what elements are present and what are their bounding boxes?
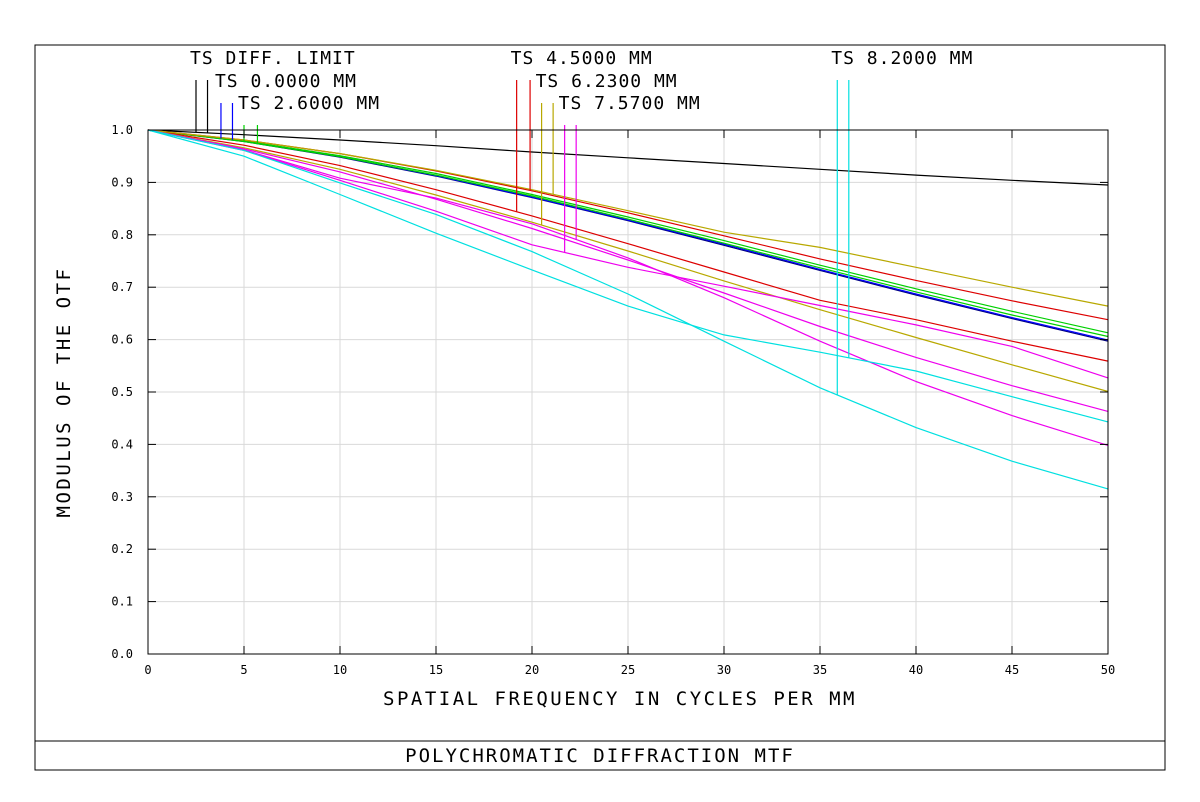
x-axis-title: SPATIAL FREQUENCY IN CYCLES PER MM [383,688,857,710]
y-tick-label: 0.0 [111,647,133,661]
outer-frame [34,44,1166,771]
axis-ticks [147,129,1109,655]
legend-label: TS 4.5000 MM [511,48,653,69]
y-tick-label: 0.6 [111,333,133,347]
y-tick-label: 0.9 [111,175,133,189]
y-tick-label: 0.1 [111,595,133,609]
mtf-curve-4 [147,129,1109,334]
mtf-curve-7 [147,129,1109,362]
y-tick-label: 0.4 [111,437,133,451]
grid-lines [148,130,1108,654]
x-tick-label: 50 [1101,663,1115,677]
x-tick-label: 40 [909,663,923,677]
mtf-curve-12 [147,129,1109,446]
legend-label: TS 0.0000 MM [215,71,357,92]
y-tick-label: 0.8 [111,228,133,242]
y-tick-label: 0.5 [111,385,133,399]
y-tick-label: 0.3 [111,490,133,504]
y-tick-label: 0.7 [111,280,133,294]
mtf-curves [147,129,1109,490]
x-tick-label: 45 [1005,663,1019,677]
x-tick-label: 25 [621,663,635,677]
x-tick-label: 35 [813,663,827,677]
x-tick-label: 20 [525,663,539,677]
y-tick-label: 1.0 [111,123,133,137]
mtf-curve-8 [147,129,1109,307]
mtf-curve-14 [147,129,1109,423]
y-axis-title: MODULUS OF THE OTF [53,267,75,518]
mtf-curve-13 [147,129,1109,490]
mtf-curve-5 [147,129,1109,338]
x-tick-label: 5 [240,663,247,677]
mtf-curve-10 [147,129,1109,412]
y-tick-label: 0.2 [111,542,133,556]
mtf-curve-11 [147,129,1109,379]
x-tick-label: 15 [429,663,443,677]
chart-title: POLYCHROMATIC DIFFRACTION MTF [405,745,795,767]
x-tick-labels: 0 5 10 15 20 25 30 35 40 45 50 [144,663,1115,677]
mtf-curve-9 [147,129,1109,393]
legend-label: TS 7.5700 MM [559,93,701,114]
x-tick-label: 10 [333,663,347,677]
legend-label: TS 8.2000 MM [831,48,973,69]
mtf-curve-1 [147,129,1109,186]
y-tick-labels: 0.0 0.1 0.2 0.3 0.4 0.5 0.6 0.7 0.8 0.9 1.0 [111,123,133,661]
legend-label: TS 6.2300 MM [536,71,678,92]
x-tick-label: 30 [717,663,731,677]
x-tick-label: 0 [144,663,151,677]
legend-label: TS DIFF. LIMIT [190,48,356,69]
legend-label: TS 2.6000 MM [238,93,380,114]
